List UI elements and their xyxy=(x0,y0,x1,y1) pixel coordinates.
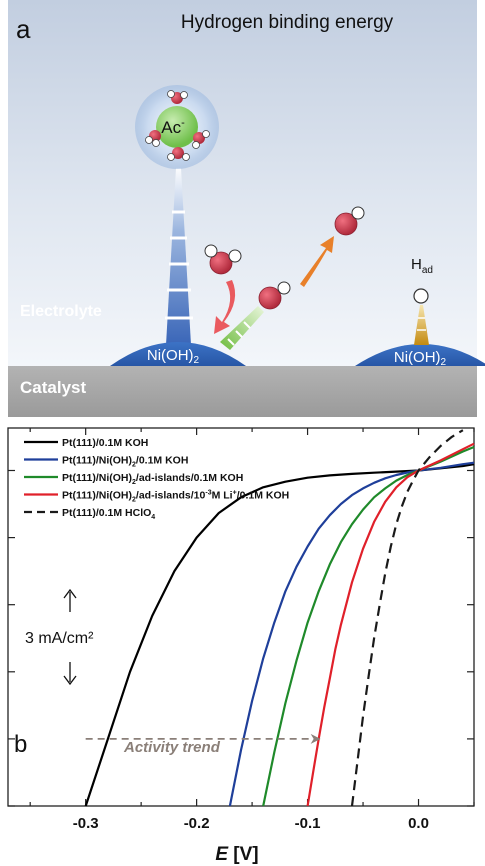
activity-trend-label: Activity trend xyxy=(123,739,221,756)
cation-core xyxy=(156,106,198,148)
catalyst-layer xyxy=(8,366,477,417)
orange-arrow xyxy=(300,236,334,287)
series-line xyxy=(350,429,464,807)
legend: Pt(111)/0.1M KOH Pt(111)/Ni(OH)2/0.1M KOH… xyxy=(24,437,289,521)
island-right-label: Ni(OH)2 xyxy=(394,349,447,368)
catalyst-label: Catalyst xyxy=(20,378,86,397)
gold-stripes xyxy=(414,305,429,345)
legend-label: Pt(111)/0.1M HClO4 xyxy=(62,507,155,521)
electrolyte-background xyxy=(8,0,477,366)
electrolyte-label: Electrolyte xyxy=(20,303,102,320)
x-tick-labels: -0.3 -0.2 -0.1 0.0 xyxy=(73,815,429,832)
scale-bar-label: 3 mA/cm² xyxy=(25,630,94,647)
red-arrow xyxy=(214,280,236,334)
h-ad-label: Had xyxy=(411,256,433,276)
island-right xyxy=(355,344,485,366)
panel-a: a Hydrogen binding energy Ni(OH)2 Ni(OH)… xyxy=(8,0,485,417)
water-molecule-dissociating xyxy=(258,281,291,310)
plot-frame xyxy=(7,427,475,807)
hydroxide-leaving xyxy=(334,206,365,236)
cation-label: Ac- xyxy=(161,117,185,137)
legend-label: Pt(111)/Ni(OH)2/0.1M KOH xyxy=(62,455,188,469)
plot-series xyxy=(84,429,475,807)
water-molecule-incoming xyxy=(204,244,242,275)
x-tick-label: -0.2 xyxy=(184,815,210,832)
beam-stripes xyxy=(165,210,193,320)
panel-a-letter: a xyxy=(16,14,31,44)
gold-stripe-lines xyxy=(417,317,426,331)
green-dissociation-stripes xyxy=(220,306,264,350)
panel-b-letter: b xyxy=(14,731,27,758)
x-tick-label: -0.1 xyxy=(295,815,321,832)
legend-label: Pt(111)/0.1M KOH xyxy=(62,437,148,449)
island-left xyxy=(110,342,246,366)
scale-bar xyxy=(63,588,77,686)
series-line xyxy=(306,442,475,807)
beam-light xyxy=(166,168,191,345)
panel-a-title: Hydrogen binding energy xyxy=(181,12,394,33)
x-tick-label: 0.0 xyxy=(408,815,429,832)
x-axis-label: E [V] xyxy=(215,844,258,865)
legend-label: Pt(111)/Ni(OH)2/ad-islands/0.1M KOH xyxy=(62,472,243,486)
halo-water-molecules xyxy=(145,90,210,161)
panel-b: -0.3 -0.2 -0.1 0.0 Pt(111)/0.1M KOHPt(111)/… xyxy=(7,427,475,865)
h-ad-atom xyxy=(413,288,429,304)
legend-label: Pt(111)/Ni(OH)2/ad-islands/10-3M Li+/0.1… xyxy=(62,490,289,504)
island-left-label: Ni(OH)2 xyxy=(147,347,200,366)
x-tick-label: -0.3 xyxy=(73,815,99,832)
green-stripe-lines xyxy=(227,321,251,346)
